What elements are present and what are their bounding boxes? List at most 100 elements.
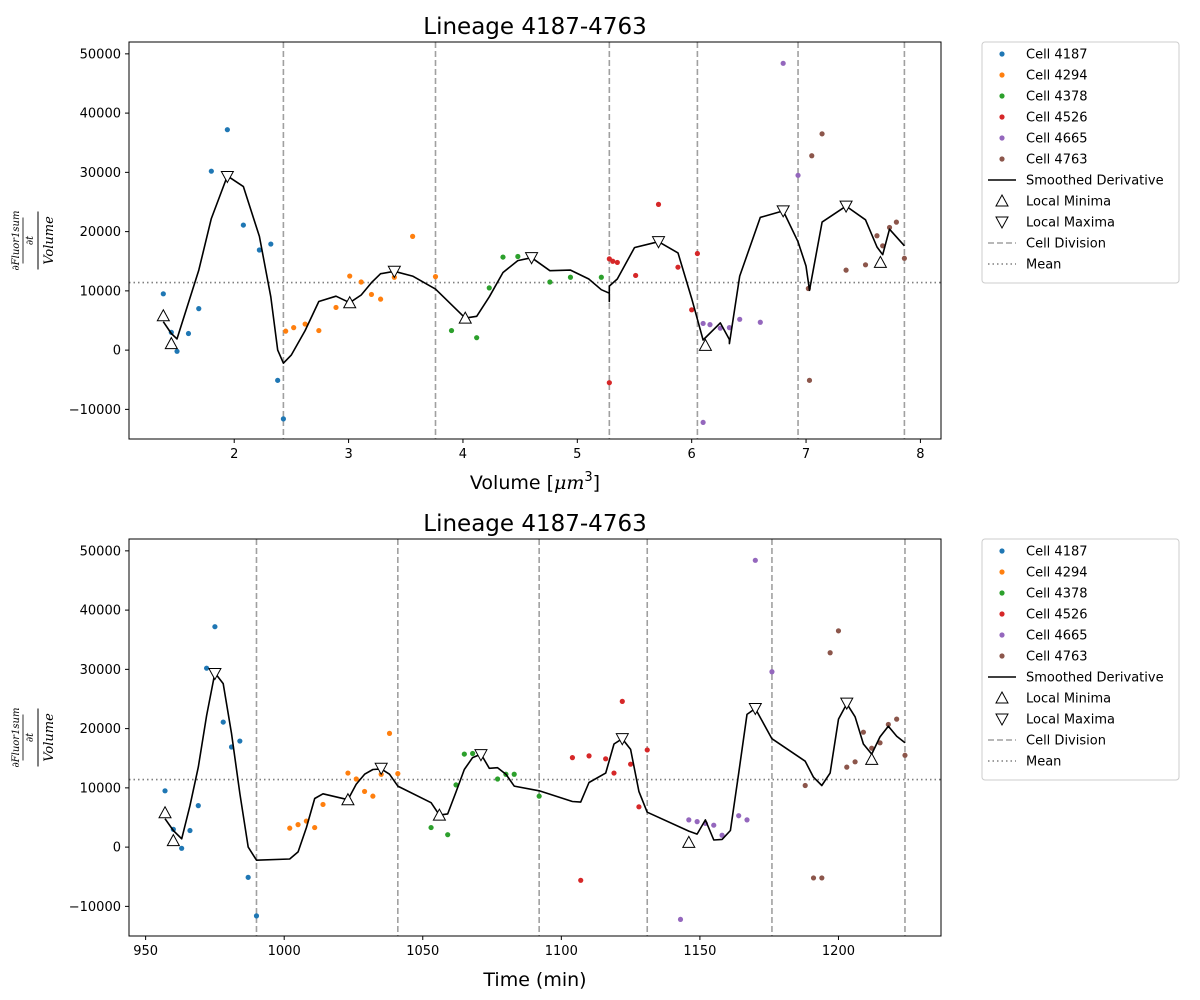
legend-maximum-marker bbox=[995, 216, 1009, 230]
legend-entry-label: Local Maxima bbox=[1026, 713, 1115, 728]
data-point bbox=[470, 750, 476, 757]
data-point bbox=[737, 316, 743, 322]
data-point bbox=[757, 319, 763, 325]
svg-text:Volume: Volume bbox=[42, 216, 57, 265]
y-tick-label: 20000 bbox=[80, 722, 121, 737]
y-tick-label: 40000 bbox=[80, 107, 121, 122]
data-point bbox=[700, 419, 706, 426]
local-maximum-marker bbox=[615, 733, 630, 746]
local-maximum-marker bbox=[776, 205, 791, 218]
data-point bbox=[862, 262, 869, 268]
data-point bbox=[619, 698, 625, 704]
data-point bbox=[291, 325, 297, 331]
data-point bbox=[636, 804, 642, 810]
legend-entry-label: Cell 4187 bbox=[1026, 48, 1088, 63]
data-point bbox=[345, 770, 351, 776]
x-tick-label: 1000 bbox=[268, 944, 301, 959]
data-point bbox=[333, 304, 339, 311]
local-maximum-marker bbox=[220, 171, 235, 184]
data-point bbox=[819, 131, 825, 137]
data-point bbox=[806, 377, 813, 383]
local-minimum-marker bbox=[873, 255, 888, 268]
data-point bbox=[606, 380, 612, 386]
x-tick-label: 2 bbox=[230, 447, 238, 462]
legend-marker bbox=[999, 156, 1005, 162]
data-point bbox=[283, 328, 289, 334]
data-point bbox=[320, 801, 326, 808]
local-maximum-marker bbox=[374, 762, 389, 776]
local-minimum-marker bbox=[164, 336, 179, 350]
legend-entry-label: Cell 4763 bbox=[1026, 650, 1088, 665]
data-point bbox=[827, 650, 833, 656]
legend-entry-label: Local Minima bbox=[1026, 692, 1111, 707]
legend-entry-label: Cell 4378 bbox=[1026, 587, 1088, 602]
data-point bbox=[174, 348, 180, 354]
data-point bbox=[611, 770, 617, 776]
data-point bbox=[536, 793, 542, 799]
data-point bbox=[370, 793, 376, 799]
x-tick-label: 1150 bbox=[683, 944, 716, 959]
chart-title: Lineage 4187-4763 bbox=[423, 14, 646, 40]
data-point bbox=[494, 776, 501, 782]
data-point bbox=[395, 771, 401, 777]
data-point bbox=[686, 817, 692, 823]
data-point bbox=[445, 832, 451, 838]
data-point bbox=[162, 788, 168, 794]
data-point bbox=[185, 330, 192, 337]
y-tick-label: 50000 bbox=[80, 544, 121, 559]
legend-entry-label: Cell 4526 bbox=[1026, 111, 1088, 126]
data-point bbox=[224, 127, 230, 133]
data-point bbox=[432, 274, 439, 280]
local-maximum-marker bbox=[387, 265, 402, 279]
data-point bbox=[719, 832, 725, 838]
data-point bbox=[885, 721, 891, 728]
legend-marker bbox=[999, 93, 1005, 99]
data-point bbox=[717, 325, 723, 331]
x-tick-label: 1200 bbox=[822, 944, 855, 959]
data-point bbox=[726, 325, 733, 331]
x-tick-label: 6 bbox=[688, 447, 696, 462]
plot-area bbox=[129, 539, 941, 936]
svg-text:∂Fluor1sum: ∂Fluor1sum bbox=[11, 708, 22, 768]
data-point bbox=[893, 219, 899, 225]
legend-marker bbox=[999, 590, 1005, 596]
svg-text:Volume: Volume bbox=[42, 713, 57, 762]
data-point bbox=[901, 255, 908, 261]
x-tick-label: 1100 bbox=[545, 944, 578, 959]
smoothed-derivative-line bbox=[162, 175, 905, 364]
data-point bbox=[253, 913, 260, 919]
volume-chart-panel: Lineage 4187-4763 2 3 4 5 6 7 8 −10000 0 10000 2000… bbox=[11, 14, 942, 494]
local-maximum-marker bbox=[651, 236, 666, 249]
local-minimum-marker bbox=[166, 833, 181, 847]
data-point bbox=[902, 752, 908, 758]
data-point bbox=[852, 759, 858, 765]
data-point bbox=[694, 819, 700, 825]
x-tick-label: 4 bbox=[459, 447, 467, 462]
local-minimum-marker bbox=[698, 338, 713, 351]
time-chart-legend: Cell 4187 Cell 4294 Cell 4378 Cell 4526 Cell… bbox=[981, 538, 1180, 781]
data-point bbox=[675, 264, 681, 270]
data-point bbox=[886, 224, 893, 231]
volume-chart-legend: Cell 4187 Cell 4294 Cell 4378 Cell 4526 Cell… bbox=[981, 41, 1180, 284]
y-tick-label: 0 bbox=[113, 841, 121, 856]
local-maximum-marker bbox=[524, 252, 539, 265]
axes-frame bbox=[128, 41, 942, 440]
local-maximum-marker bbox=[474, 749, 488, 762]
data-point bbox=[312, 824, 318, 831]
legend-marker bbox=[999, 569, 1005, 575]
legend-marker bbox=[999, 51, 1005, 57]
legend-minimum-marker bbox=[995, 690, 1009, 704]
data-point bbox=[179, 845, 185, 851]
y-axis-label: ∂Fluor1sum ∂t Volume bbox=[11, 708, 57, 768]
data-point bbox=[707, 322, 713, 328]
legend-entry-label: Cell 4763 bbox=[1026, 153, 1088, 168]
legend-marker bbox=[999, 548, 1005, 554]
legend-marker bbox=[999, 114, 1005, 120]
y-tick-label: −10000 bbox=[69, 403, 121, 418]
data-point bbox=[894, 716, 900, 722]
legend-minimum-marker bbox=[995, 193, 1009, 207]
smoothed-derivative-line bbox=[164, 672, 906, 861]
y-tick-label: 40000 bbox=[80, 604, 121, 619]
data-point bbox=[500, 254, 506, 260]
